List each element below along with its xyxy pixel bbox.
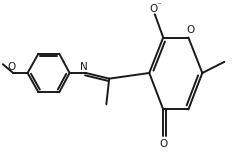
Text: O: O — [7, 62, 15, 73]
Text: O: O — [149, 4, 157, 14]
Text: O: O — [159, 139, 167, 149]
Text: N: N — [80, 62, 87, 73]
Text: O: O — [186, 25, 194, 35]
Text: ⁻: ⁻ — [156, 1, 161, 10]
